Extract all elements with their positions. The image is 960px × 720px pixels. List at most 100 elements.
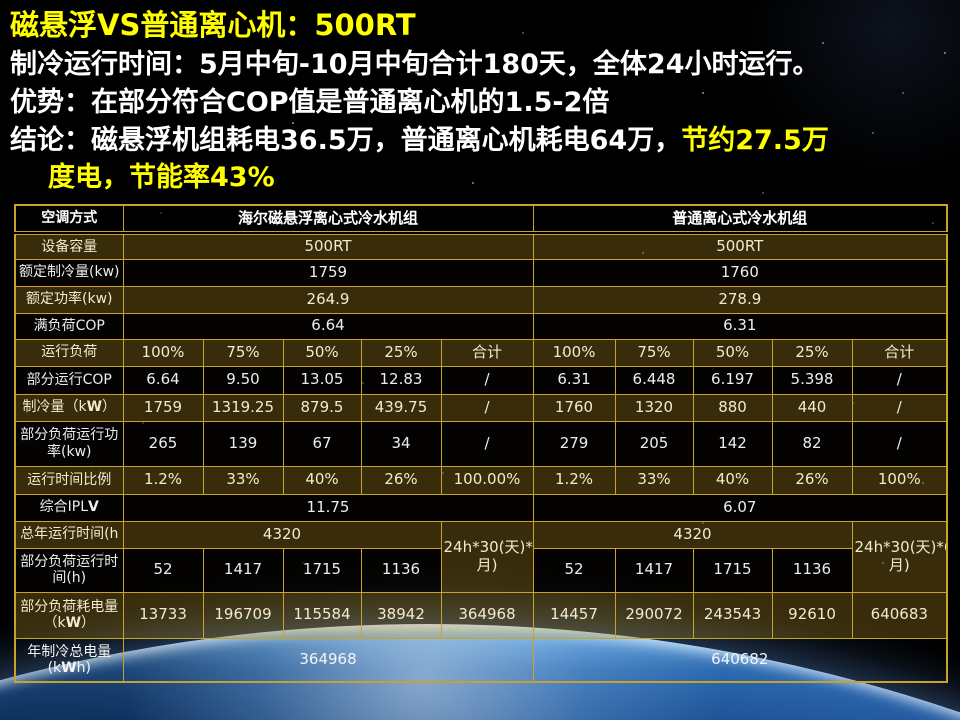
cell: 139 — [202, 420, 284, 467]
cell: 38942 — [360, 591, 442, 639]
cell: 运行负荷 — [14, 338, 124, 367]
row-annual-hours: 总年运行时间(h 4320 24h*30(天)*6(个月) 4320 24h*3… — [14, 520, 948, 593]
cell: 278.9 — [532, 285, 948, 314]
cell: 6.197 — [692, 365, 773, 395]
cell: 空调方式 — [14, 204, 124, 235]
cell: 52 — [532, 547, 616, 593]
cell: 14457 — [532, 591, 616, 639]
cell: 67 — [282, 420, 362, 467]
cell: 142 — [692, 420, 773, 467]
cell: 100% — [532, 338, 616, 367]
cell: 5.398 — [771, 365, 853, 395]
cell: 100.00% — [440, 465, 534, 495]
cell: 部分负荷运行功率(kw) — [14, 420, 124, 467]
cell: 1320 — [614, 393, 694, 422]
cell: 1417 — [614, 547, 694, 593]
cell: 1759 — [122, 258, 534, 287]
cell: 设备容量 — [14, 232, 124, 260]
cell: 25% — [771, 338, 853, 367]
cell: 92610 — [771, 591, 853, 639]
cell: / — [440, 393, 534, 422]
cell: 26% — [360, 465, 442, 495]
cell: 13.05 — [282, 365, 362, 395]
cell: 1759 — [122, 393, 204, 422]
cell: / — [440, 365, 534, 395]
row-load: 运行负荷 100% 75% 50% 25% 合计 100% 75% 50% 25… — [14, 338, 948, 367]
row-rated-power: 额定功率(kw) 264.9 278.9 — [14, 285, 948, 314]
cell: 1.2% — [532, 465, 616, 495]
cell-note: 24h*30(天)*6(个月) — [851, 520, 948, 593]
cell: 879.5 — [282, 393, 362, 422]
cell: 4320 — [532, 520, 853, 549]
cell: 满负荷COP — [14, 312, 124, 340]
cell: 1136 — [360, 547, 442, 593]
cell: 11.75 — [122, 493, 534, 522]
cell: 500RT — [532, 232, 948, 260]
cell: 50% — [282, 338, 362, 367]
cell: 合计 — [440, 338, 534, 367]
cell: 264.9 — [122, 285, 534, 314]
cell: 部分负荷运行时间(h) — [14, 547, 124, 593]
cell: 33% — [614, 465, 694, 495]
cell: 6.64 — [122, 312, 534, 340]
cell: 6.31 — [532, 312, 948, 340]
cell: 合计 — [851, 338, 948, 367]
cell: 总年运行时间(h — [14, 520, 124, 549]
cell: 640683 — [851, 591, 948, 639]
cell: 4320 — [122, 520, 442, 549]
cell: 243543 — [692, 591, 773, 639]
cell: 40% — [692, 465, 773, 495]
conclusion-line2: 度电，节能率43% — [48, 162, 275, 193]
cell: 196709 — [202, 591, 284, 639]
row-cooling: 制冷量（kW） 1759 1319.25 879.5 439.75 / 1760… — [14, 393, 948, 422]
cell: 6.07 — [532, 493, 948, 522]
cell: 40% — [282, 465, 362, 495]
cell: 1715 — [282, 547, 362, 593]
cell: 205 — [614, 420, 694, 467]
row-annual-energy: 年制冷总电量(kWh) 364968 640682 — [14, 637, 948, 683]
cell: 26% — [771, 465, 853, 495]
comparison-table: 空调方式 海尔磁悬浮离心式冷水机组 普通离心式冷水机组 设备容量 500RT 5… — [14, 204, 949, 683]
advantage-line: 优势：在部分符合COP值是普通离心机的1.5-2倍 — [10, 87, 610, 118]
cell: 年制冷总电量(kWh) — [14, 637, 124, 683]
cell: 50% — [692, 338, 773, 367]
cell: 265 — [122, 420, 204, 467]
cell: 640682 — [532, 637, 948, 683]
cell: 75% — [614, 338, 694, 367]
headline-block: 磁悬浮VS普通离心机：500RT 制冷运行时间：5月中旬-10月中旬合计180天… — [10, 4, 958, 196]
cell: 500RT — [122, 232, 534, 260]
cell: / — [851, 393, 948, 422]
cell: 33% — [202, 465, 284, 495]
cell: 9.50 — [202, 365, 284, 395]
cell: 6.64 — [122, 365, 204, 395]
cell: 364968 — [440, 591, 534, 639]
row-part-cop: 部分运行COP 6.64 9.50 13.05 12.83 / 6.31 6.4… — [14, 365, 948, 395]
conclusion-white-text: 结论：磁悬浮机组耗电36.5万，普通离心机耗电64万， — [10, 125, 682, 156]
cell: 279 — [532, 420, 616, 467]
cell: 1136 — [771, 547, 853, 593]
cell: 额定制冷量(kw) — [14, 258, 124, 287]
cell: 13733 — [122, 591, 204, 639]
cell: 12.83 — [360, 365, 442, 395]
cell: 1319.25 — [202, 393, 284, 422]
row-iplv: 综合IPLV 11.75 6.07 — [14, 493, 948, 522]
cell: 1.2% — [122, 465, 204, 495]
conclusion-highlight-text: 节约27.5万 — [681, 125, 829, 156]
row-time-ratio: 运行时间比例 1.2% 33% 40% 26% 100.00% 1.2% 33%… — [14, 465, 948, 495]
cell: 82 — [771, 420, 853, 467]
runtime-line: 制冷运行时间：5月中旬-10月中旬合计180天，全体24小时运行。 — [10, 49, 820, 80]
row-rated-cooling: 额定制冷量(kw) 1759 1760 — [14, 258, 948, 287]
cell: 综合IPLV — [14, 493, 124, 522]
cell: 6.448 — [614, 365, 694, 395]
cell: 100% — [122, 338, 204, 367]
row-part-energy: 部分负荷耗电量（kW） 13733 196709 115584 38942 36… — [14, 591, 948, 639]
cell: 100% — [851, 465, 948, 495]
row-part-power: 部分负荷运行功率(kw) 265 139 67 34 / 279 205 142… — [14, 420, 948, 467]
cell: 普通离心式冷水机组 — [532, 204, 948, 235]
cell: 部分负荷耗电量（kW） — [14, 591, 124, 639]
cell: 34 — [360, 420, 442, 467]
cell: / — [440, 420, 534, 467]
cell: 1760 — [532, 258, 948, 287]
cell: 75% — [202, 338, 284, 367]
